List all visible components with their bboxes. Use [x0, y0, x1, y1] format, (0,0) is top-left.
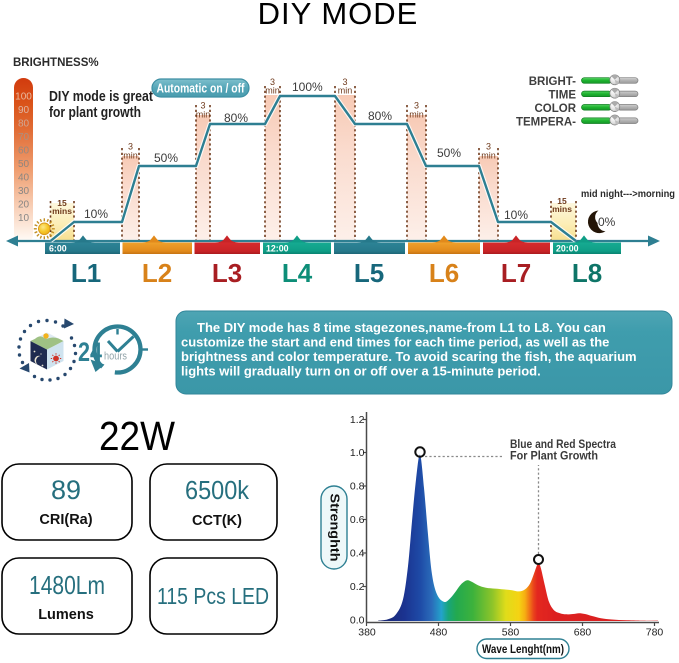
- svg-text:80%: 80%: [368, 109, 392, 123]
- svg-text:min: min: [196, 110, 211, 120]
- svg-text:L2: L2: [142, 258, 172, 288]
- svg-text:6:00: 6:00: [49, 244, 67, 254]
- svg-text:100: 100: [15, 92, 32, 103]
- svg-text:TIME: TIME: [549, 90, 577, 102]
- svg-text:10: 10: [18, 213, 30, 224]
- svg-text:L5: L5: [354, 258, 384, 288]
- svg-text:380: 380: [358, 627, 376, 639]
- svg-text:12:00: 12:00: [266, 244, 289, 254]
- svg-text:L1: L1: [71, 258, 101, 288]
- svg-text:0%: 0%: [598, 215, 616, 229]
- svg-text:15: 15: [57, 198, 67, 208]
- svg-text:100%: 100%: [292, 80, 323, 94]
- svg-text:The DIY mode has 8 time stagez: The DIY mode has 8 time stagezones,name-…: [197, 320, 606, 335]
- svg-text:50%: 50%: [437, 146, 461, 160]
- svg-text:Lumens: Lumens: [38, 607, 94, 623]
- svg-text:3: 3: [128, 142, 133, 152]
- svg-text:50%: 50%: [154, 151, 178, 165]
- svg-text:L8: L8: [572, 258, 602, 288]
- svg-text:3: 3: [270, 77, 275, 87]
- svg-text:10%: 10%: [504, 208, 528, 222]
- svg-text:Wave Lenght(nm): Wave Lenght(nm): [482, 644, 564, 656]
- svg-text:0.8: 0.8: [350, 481, 365, 493]
- svg-text:COLOR: COLOR: [534, 103, 576, 115]
- svg-text:L7: L7: [501, 258, 531, 288]
- svg-text:BRIGHTNESS%: BRIGHTNESS%: [13, 57, 99, 69]
- svg-text:CRI(Ra): CRI(Ra): [39, 512, 92, 528]
- svg-text:80%: 80%: [224, 111, 248, 125]
- svg-text:1480Lm: 1480Lm: [29, 570, 105, 600]
- svg-text:Strenghth: Strenghth: [328, 494, 342, 562]
- svg-text:30: 30: [18, 186, 30, 197]
- svg-text:L6: L6: [429, 258, 459, 288]
- svg-text:TEMPERA-: TEMPERA-: [516, 117, 576, 129]
- svg-text:DIY MODE: DIY MODE: [258, 0, 419, 31]
- svg-text:min: min: [265, 86, 280, 96]
- svg-text:3: 3: [342, 77, 347, 87]
- svg-text:0.4: 0.4: [350, 548, 365, 560]
- svg-text:480: 480: [430, 627, 448, 639]
- svg-text:780: 780: [646, 627, 664, 639]
- svg-text:brightness and color temperatu: brightness and color temperature. To avo…: [181, 349, 637, 364]
- svg-text:80: 80: [18, 119, 30, 130]
- svg-text:580: 580: [502, 627, 520, 639]
- svg-text:CCT(K): CCT(K): [192, 513, 242, 529]
- svg-text:Automatic on / off: Automatic on / off: [157, 81, 246, 96]
- svg-text:3: 3: [414, 101, 419, 111]
- svg-text:40: 40: [18, 173, 30, 184]
- svg-text:90: 90: [18, 105, 30, 116]
- svg-text:22W: 22W: [99, 413, 175, 459]
- svg-text:1.2: 1.2: [350, 414, 365, 426]
- svg-text:min: min: [123, 151, 138, 161]
- svg-text:20: 20: [18, 200, 30, 211]
- svg-text:customize the start and end ti: customize the start and end times for ea…: [181, 335, 609, 350]
- svg-text:70: 70: [18, 132, 30, 143]
- svg-text:L4: L4: [282, 258, 313, 288]
- svg-text:60: 60: [18, 146, 30, 157]
- svg-text:Blue and Red Spectra: Blue and Red Spectra: [510, 439, 617, 451]
- svg-text:lights will gradually turn on: lights will gradually turn on or off ove…: [181, 364, 541, 379]
- svg-text:20:00: 20:00: [556, 244, 579, 254]
- svg-text:0.2: 0.2: [350, 581, 365, 593]
- svg-text:3: 3: [486, 142, 491, 152]
- svg-text:24: 24: [78, 337, 102, 367]
- svg-text:3: 3: [200, 101, 205, 111]
- svg-text:hours: hours: [104, 351, 127, 363]
- svg-text:6500k: 6500k: [185, 475, 250, 505]
- svg-text:89: 89: [51, 475, 81, 505]
- svg-text:680: 680: [574, 627, 592, 639]
- svg-text:50: 50: [18, 159, 30, 170]
- svg-text:10%: 10%: [84, 207, 108, 221]
- svg-text:mins: mins: [52, 206, 72, 216]
- svg-text:mid night--->morning: mid night--->morning: [581, 189, 675, 200]
- svg-text:L3: L3: [212, 258, 242, 288]
- svg-text:15: 15: [557, 196, 567, 206]
- svg-text:min: min: [481, 151, 496, 161]
- svg-text:min: min: [409, 110, 424, 120]
- svg-text:mins: mins: [552, 204, 572, 214]
- svg-text:for plant growth: for plant growth: [49, 105, 141, 121]
- svg-text:DIY mode is great: DIY mode is great: [49, 89, 153, 105]
- svg-text:1.0: 1.0: [350, 447, 365, 459]
- svg-text:BRIGHT-: BRIGHT-: [529, 76, 576, 88]
- svg-text:For Plant Growth: For Plant Growth: [510, 451, 598, 463]
- svg-text:115 Pcs LED: 115 Pcs LED: [157, 583, 269, 609]
- svg-text:min: min: [338, 86, 353, 96]
- svg-text:0.0: 0.0: [350, 615, 365, 627]
- svg-text:0.6: 0.6: [350, 514, 365, 526]
